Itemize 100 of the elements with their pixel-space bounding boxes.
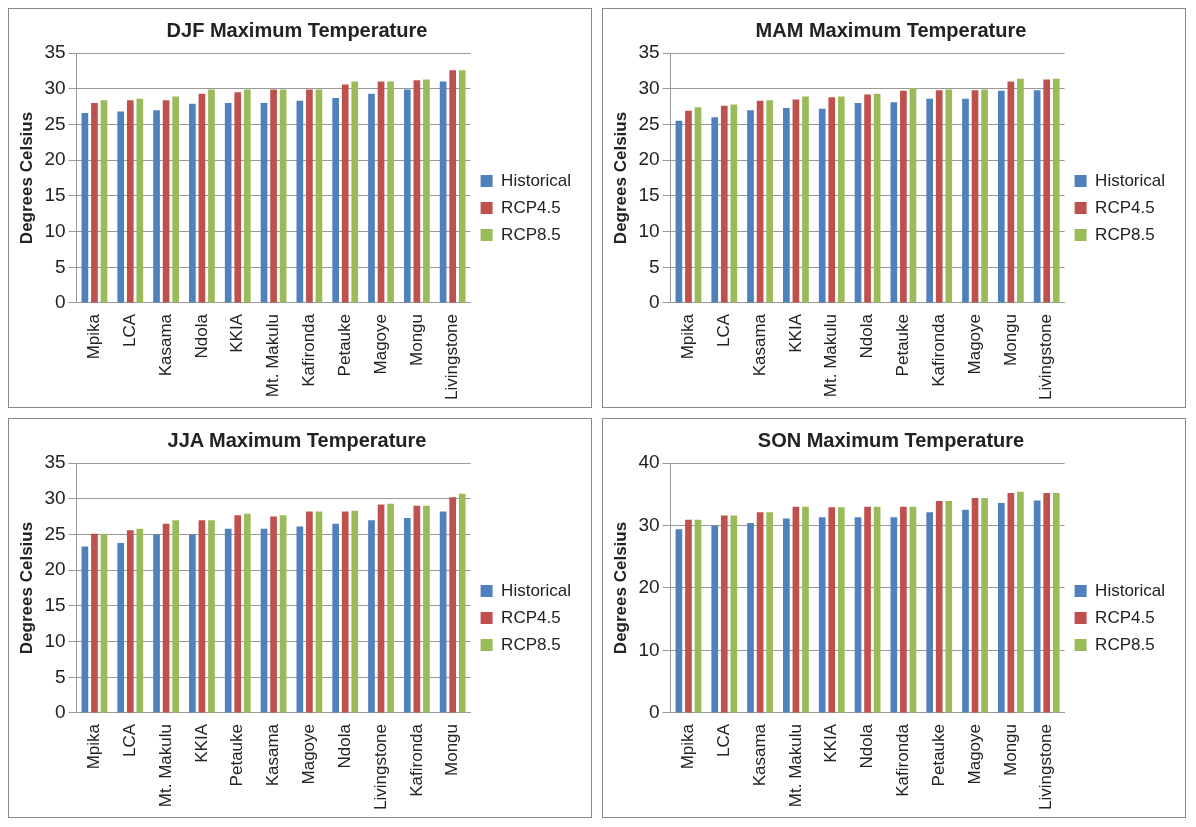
x-tick-label: Kasama — [155, 313, 175, 377]
legend-label: RCP4.5 — [501, 607, 561, 627]
bar — [792, 99, 800, 303]
bar — [909, 88, 917, 303]
bar — [270, 89, 277, 303]
bar — [711, 117, 719, 303]
bar — [332, 523, 340, 713]
x-tick-label: Ndola — [191, 313, 211, 359]
bar — [153, 534, 160, 713]
y-tick-label: 10 — [638, 638, 660, 660]
bar — [458, 493, 466, 713]
y-tick-label: 15 — [638, 184, 660, 206]
bar — [315, 89, 323, 303]
bar — [368, 93, 375, 303]
bar — [162, 100, 170, 303]
bar — [997, 503, 1005, 713]
x-tick-label: Magoye — [964, 314, 984, 375]
legend-label: Historical — [1095, 580, 1166, 600]
bar — [981, 498, 988, 713]
bar — [234, 92, 242, 303]
y-tick-label: 25 — [44, 112, 66, 134]
x-tick-label: Mt. Makulu — [821, 314, 841, 398]
y-tick-label: 20 — [44, 558, 66, 580]
y-tick-label: 0 — [54, 291, 66, 313]
y-tick-label: 30 — [44, 486, 66, 508]
bar — [306, 89, 313, 303]
bar — [189, 534, 196, 713]
bar — [1017, 78, 1024, 303]
chart-title: SON Maximum Temperature — [757, 428, 1025, 451]
bar — [730, 104, 738, 303]
bar — [864, 506, 871, 713]
y-tick-label: 0 — [648, 701, 660, 723]
bar — [153, 110, 160, 303]
x-tick-label: LCA — [713, 723, 733, 758]
y-tick-label: 20 — [44, 148, 66, 170]
y-tick-label: 25 — [44, 522, 66, 544]
x-tick-label: Magoye — [964, 724, 984, 785]
bar — [747, 523, 754, 713]
bar — [126, 530, 134, 713]
y-tick-label: 30 — [638, 513, 660, 535]
x-tick-label: LCA — [119, 313, 139, 348]
y-tick-label: 15 — [44, 184, 66, 206]
bar — [260, 103, 268, 303]
bar — [296, 526, 304, 713]
bar — [172, 96, 179, 303]
x-tick-label: Petauke — [893, 314, 913, 377]
y-axis-title: Degrees Celsius — [16, 111, 36, 245]
bar — [1043, 493, 1051, 713]
bar — [747, 110, 754, 303]
bar — [296, 100, 304, 303]
bar — [1043, 79, 1051, 303]
bar — [449, 497, 457, 713]
x-tick-label: Petauke — [928, 724, 948, 787]
bar — [962, 509, 969, 713]
bar — [945, 89, 953, 303]
bar — [854, 103, 862, 303]
bar — [828, 507, 836, 713]
bar — [962, 98, 969, 303]
legend-label: Historical — [1095, 170, 1166, 190]
x-tick-label: Mt. Makulu — [785, 724, 805, 808]
bar — [341, 84, 349, 303]
chart-title: MAM Maximum Temperature — [755, 18, 1027, 41]
x-tick-label: Kafironda — [299, 313, 319, 387]
x-tick-label: Kasama — [263, 723, 283, 787]
x-tick-label: Ndola — [857, 723, 877, 769]
y-tick-label: 30 — [44, 76, 66, 98]
x-tick-label: LCA — [119, 723, 139, 758]
x-tick-label: Mongu — [406, 314, 426, 366]
bar — [189, 103, 196, 303]
legend-label: RCP4.5 — [1095, 607, 1155, 627]
bar — [81, 113, 89, 303]
bar — [828, 97, 836, 303]
x-tick-label: Mpika — [678, 313, 698, 360]
bar — [926, 98, 934, 303]
bar — [711, 525, 719, 713]
bar — [766, 512, 773, 713]
bar — [423, 79, 430, 303]
y-tick-label: 15 — [44, 594, 66, 616]
x-tick-label: Mpika — [678, 723, 698, 770]
x-tick-label: Mt. Makulu — [263, 314, 283, 398]
x-tick-label: Petauke — [227, 724, 247, 787]
legend-label: RCP8.5 — [1095, 224, 1155, 244]
bar — [172, 520, 179, 713]
y-tick-label: 10 — [638, 219, 660, 241]
bar — [926, 512, 934, 713]
bar — [837, 96, 845, 303]
bar — [243, 89, 251, 303]
x-tick-label: Kasama — [749, 313, 769, 377]
y-tick-label: 0 — [648, 291, 660, 313]
x-tick-label: Livingstone — [1036, 724, 1056, 811]
y-tick-label: 5 — [54, 665, 66, 687]
x-tick-label: KKIA — [821, 723, 841, 763]
y-axis-title: Degrees Celsius — [610, 111, 630, 245]
y-tick-label: 5 — [648, 255, 660, 277]
bar — [234, 515, 242, 713]
y-tick-label: 30 — [638, 76, 660, 98]
bar — [91, 103, 98, 303]
bar — [818, 517, 826, 713]
bar — [766, 100, 773, 303]
bar — [243, 513, 251, 713]
